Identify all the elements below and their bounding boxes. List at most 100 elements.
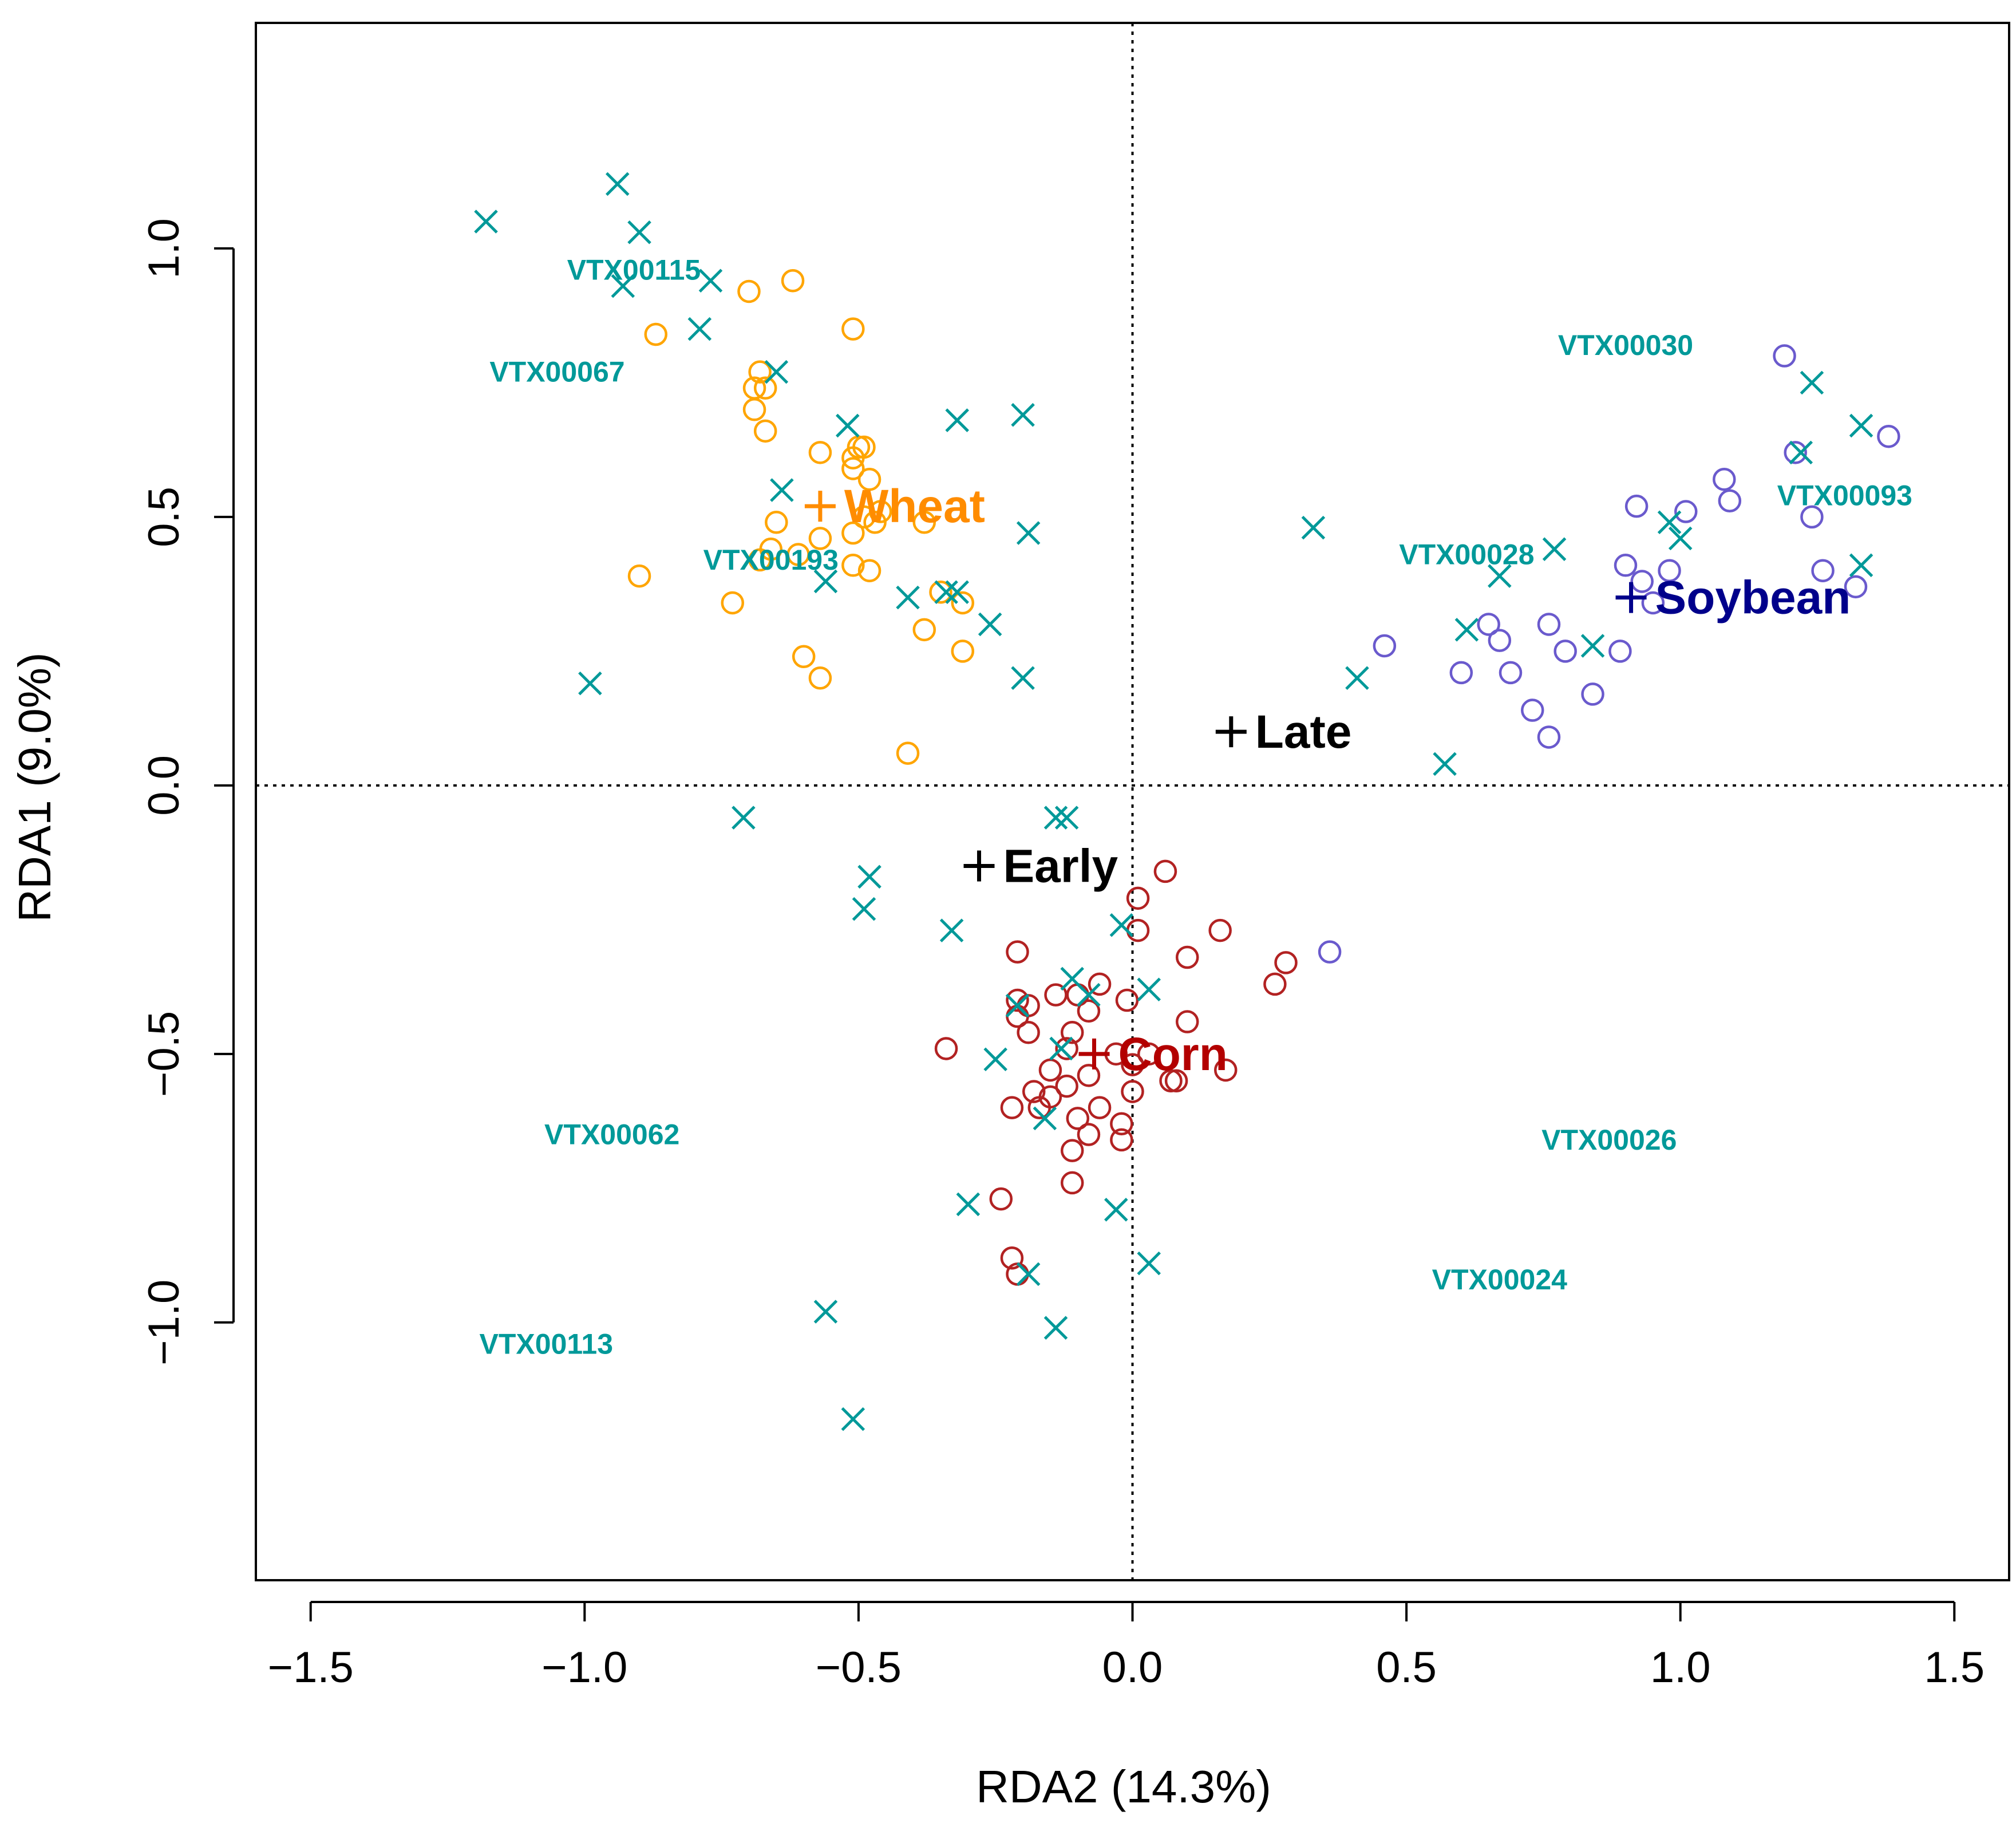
species-point [945, 580, 969, 604]
site-point-corn [1121, 1053, 1144, 1076]
site-point-soybean [1477, 613, 1500, 636]
species-point [1033, 1106, 1057, 1131]
species-label-vtx00113: VTX00113 [480, 1328, 614, 1360]
species-label-vtx00030: VTX00030 [1558, 329, 1693, 361]
site-point-soybean [1773, 344, 1796, 368]
site-point-soybean [1614, 554, 1638, 577]
species-point [857, 865, 881, 889]
site-point-wheat [765, 511, 788, 534]
species-point [732, 806, 756, 830]
site-point-wheat [644, 322, 667, 346]
site-point-corn [1044, 983, 1068, 1007]
site-point-wheat [857, 467, 881, 491]
y-tick-label: 0.0 [140, 755, 188, 816]
site-point-soybean [1537, 613, 1561, 636]
species-point [835, 413, 860, 438]
site-point-corn [1006, 940, 1029, 964]
y-tick-label: −0.5 [140, 1011, 188, 1097]
site-point-wheat [748, 548, 772, 572]
site-point-corn [1159, 1069, 1183, 1092]
species-point [1542, 537, 1567, 561]
y-axis-title: RDA1 (9.0%) [9, 652, 60, 922]
site-point-corn [1110, 1128, 1133, 1152]
centroid-label-early: Early [1003, 840, 1118, 893]
site-point-corn [1208, 918, 1232, 942]
species-label-vtx00193: VTX00193 [703, 544, 839, 576]
site-point-corn [1153, 859, 1177, 883]
site-point-corn [1164, 1069, 1188, 1092]
site-point-wheat [627, 564, 651, 588]
species-point [770, 478, 794, 502]
site-point-wheat [951, 591, 975, 615]
site-point-corn [1060, 1171, 1084, 1195]
species-label-vtx00028: VTX00028 [1399, 539, 1534, 571]
species-point [1800, 370, 1824, 395]
site-point-soybean [1553, 640, 1577, 663]
site-point-wheat [753, 419, 777, 443]
site-point-corn [1060, 1139, 1084, 1162]
species-point [1137, 1251, 1161, 1276]
site-point-soybean [1608, 640, 1632, 663]
site-point-corn [1077, 1064, 1101, 1087]
x-tick-label: 0.0 [1102, 1643, 1163, 1692]
species-point [1849, 413, 1873, 438]
site-point-wheat [896, 741, 920, 765]
site-point-corn [1077, 999, 1101, 1023]
site-point-soybean [1877, 424, 1900, 448]
site-point-soybean [1581, 682, 1604, 706]
site-point-soybean [1718, 489, 1742, 513]
species-point [687, 317, 712, 341]
species-point [1077, 982, 1101, 1007]
site-point-corn [1263, 972, 1287, 996]
site-point-corn [1066, 1107, 1090, 1130]
site-point-corn [934, 1037, 958, 1060]
site-point-wheat [808, 666, 832, 690]
species-point [1005, 993, 1030, 1018]
species-label-vtx00062: VTX00062 [544, 1119, 679, 1151]
species-point [578, 671, 602, 696]
site-point-wheat [847, 435, 871, 459]
site-point-soybean [1373, 634, 1397, 658]
x-tick-label: −1.5 [268, 1643, 354, 1692]
species-point [934, 580, 958, 604]
y-tick-label: −1.0 [140, 1280, 188, 1366]
site-point-corn [1060, 1021, 1084, 1044]
site-point-wheat [748, 360, 772, 384]
site-point-wheat [808, 527, 832, 550]
species-point [1104, 1198, 1128, 1222]
site-point-soybean [1800, 505, 1824, 529]
species-point [1789, 440, 1813, 465]
site-point-corn [1213, 1058, 1238, 1082]
site-point-wheat [912, 618, 936, 642]
species-point [983, 1047, 1007, 1071]
centroid-marker-early [963, 850, 995, 882]
species-point [1054, 806, 1079, 830]
species-point [605, 172, 630, 196]
data-markers [474, 172, 1900, 1431]
site-point-wheat [792, 645, 816, 669]
site-point-corn [1121, 1080, 1144, 1103]
site-point-corn [1055, 1037, 1078, 1060]
site-point-corn [989, 1187, 1013, 1211]
site-point-corn [1077, 1123, 1101, 1146]
x-axis-title: RDA2 (14.3%) [976, 1761, 1271, 1812]
site-point-wheat [742, 398, 766, 421]
species-point [1016, 1262, 1041, 1286]
site-point-corn [1175, 945, 1199, 969]
site-point-corn [1027, 1096, 1052, 1119]
site-point-wheat [857, 559, 881, 582]
axes: −1.5 −1.0 −0.5 0.0 0.5 1.0 1.5 −1.0 −0.5 0.0 0.5 1.… [140, 22, 2010, 1692]
species-label-vtx00093: VTX00093 [1777, 479, 1912, 511]
y-tick-label: 0.5 [140, 487, 188, 547]
species-point [764, 360, 789, 384]
species-point [1137, 977, 1161, 1002]
site-point-soybean [1784, 441, 1807, 464]
site-point-soybean [1641, 591, 1665, 615]
x-tick-label: −0.5 [816, 1643, 902, 1692]
site-point-wheat [841, 317, 865, 341]
site-group-soybean [1318, 344, 1900, 964]
site-point-soybean [1449, 661, 1473, 685]
site-point-corn [1000, 1096, 1024, 1119]
reference-lines [256, 23, 2009, 1580]
